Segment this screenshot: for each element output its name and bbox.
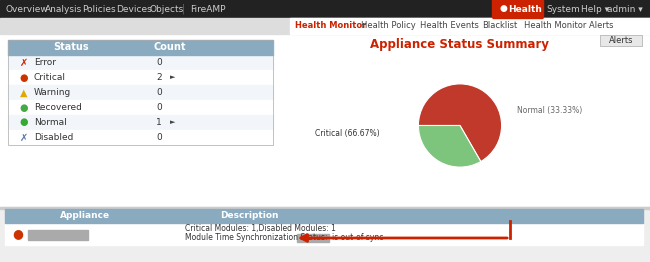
Text: Warning: Warning <box>34 88 72 97</box>
Text: Overview: Overview <box>5 4 47 14</box>
Text: FireAMP: FireAMP <box>190 4 226 14</box>
Text: Health Monitor: Health Monitor <box>295 21 367 30</box>
Bar <box>5 223 643 245</box>
Text: 0: 0 <box>156 133 162 142</box>
Text: Critical Modules: 1,Disabled Modules: 1: Critical Modules: 1,Disabled Modules: 1 <box>185 225 336 233</box>
Text: ▲: ▲ <box>20 88 28 97</box>
Text: Module Time Synchronization Status:: Module Time Synchronization Status: <box>185 233 328 243</box>
Text: Count: Count <box>153 42 185 52</box>
FancyBboxPatch shape <box>493 0 543 19</box>
Bar <box>8 40 273 55</box>
Text: Analysis: Analysis <box>45 4 83 14</box>
Text: Health: Health <box>508 4 542 14</box>
Text: Description: Description <box>220 211 278 221</box>
Text: Status: Status <box>53 42 88 52</box>
Text: ►: ► <box>170 119 176 125</box>
Bar <box>8 100 273 115</box>
Text: System: System <box>546 4 580 14</box>
Text: Blacklist: Blacklist <box>482 21 517 30</box>
Text: Recovered: Recovered <box>34 103 82 112</box>
Text: Critical: Critical <box>34 73 66 82</box>
Bar <box>8 130 273 145</box>
Text: Disabled: Disabled <box>34 133 73 142</box>
Bar <box>290 18 650 34</box>
Bar <box>8 55 273 70</box>
Text: Appliance: Appliance <box>60 211 110 221</box>
Wedge shape <box>419 84 502 162</box>
Text: Health Events: Health Events <box>420 21 479 30</box>
Bar <box>8 40 273 145</box>
Text: admin ▾: admin ▾ <box>607 4 643 14</box>
Text: ●: ● <box>12 227 23 241</box>
Text: Appliance Status Summary: Appliance Status Summary <box>370 38 549 51</box>
Text: Devices: Devices <box>116 4 151 14</box>
Bar <box>600 35 642 46</box>
Text: Objects: Objects <box>149 4 183 14</box>
Text: ●: ● <box>500 4 508 14</box>
Text: Health Policy: Health Policy <box>361 21 416 30</box>
Text: is out-of-sync: is out-of-sync <box>332 233 384 243</box>
Bar <box>8 70 273 85</box>
Text: ●: ● <box>20 73 28 83</box>
Text: ✗: ✗ <box>20 133 28 143</box>
Text: Health Monitor Alerts: Health Monitor Alerts <box>524 21 614 30</box>
Bar <box>0 207 650 262</box>
Text: ●: ● <box>20 117 28 128</box>
Text: Normal (33.33%): Normal (33.33%) <box>517 106 582 115</box>
Text: 0: 0 <box>156 103 162 112</box>
Text: Critical (66.67%): Critical (66.67%) <box>315 129 380 138</box>
Text: |: | <box>182 4 185 14</box>
Bar <box>0 0 650 18</box>
Text: ●: ● <box>20 102 28 112</box>
Text: ✗: ✗ <box>20 57 28 68</box>
Text: Help ▾: Help ▾ <box>581 4 609 14</box>
Text: Policies: Policies <box>82 4 116 14</box>
Bar <box>0 18 650 34</box>
Text: 1: 1 <box>156 118 162 127</box>
Bar <box>8 85 273 100</box>
Text: 0: 0 <box>156 88 162 97</box>
Bar <box>0 207 650 209</box>
Bar <box>5 209 643 223</box>
Bar <box>28 230 88 240</box>
Bar <box>297 234 329 242</box>
Text: 2: 2 <box>156 73 162 82</box>
Bar <box>8 115 273 130</box>
Text: Normal: Normal <box>34 118 67 127</box>
Text: Error: Error <box>34 58 56 67</box>
Text: ►: ► <box>170 74 176 80</box>
Bar <box>0 34 650 207</box>
Text: 0: 0 <box>156 58 162 67</box>
Text: Alerts: Alerts <box>609 36 633 45</box>
Wedge shape <box>419 125 481 167</box>
